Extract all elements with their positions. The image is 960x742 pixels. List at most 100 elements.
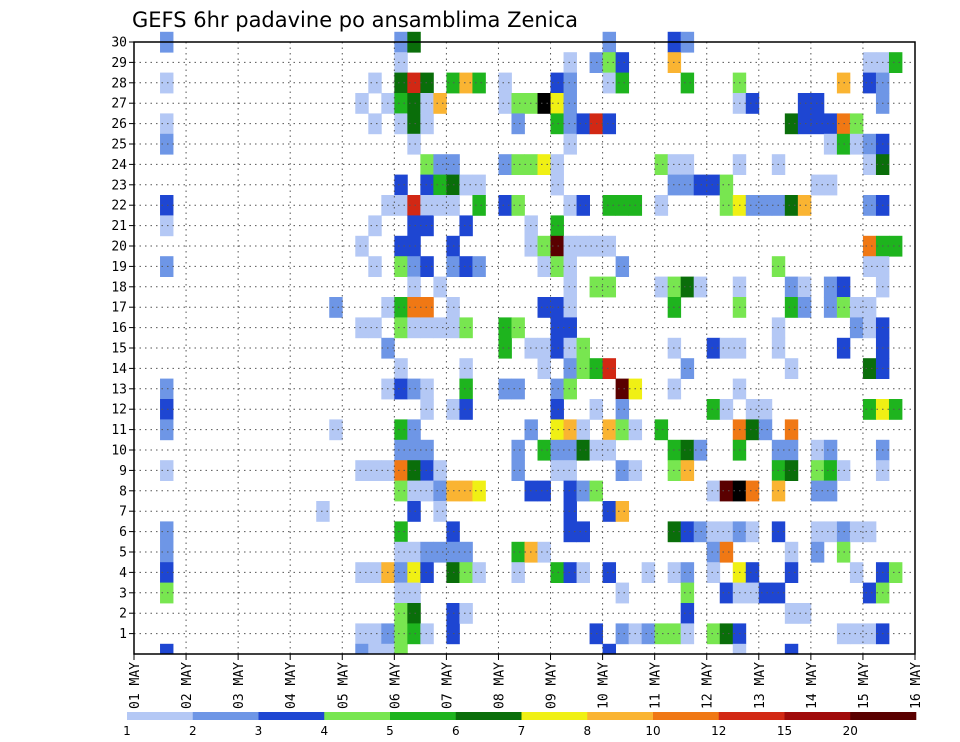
heatmap-cell [433,541,447,563]
heatmap-cell [745,195,760,216]
heatmap-cell [563,235,577,257]
heatmap-cell [498,93,512,114]
heatmap-cell [394,582,408,604]
heatmap-cell [550,93,564,114]
heatmap-cell [615,52,630,73]
colorbar-swatch [521,712,588,720]
colorbar-label: 1 [123,724,131,738]
heatmap-cell [420,297,434,318]
heatmap-cell [420,399,434,420]
y-tick-label: 15 [111,342,127,357]
heatmap-cell [407,480,421,502]
heatmap-cell [576,439,590,461]
heatmap-cell [888,562,903,583]
heatmap-cell [706,623,721,645]
heatmap-cell [433,460,447,481]
heatmap-cell [680,521,695,543]
heatmap-cell [459,541,473,563]
heatmap-cell [576,195,590,216]
heatmap-cell [784,113,799,135]
heatmap-cell [719,337,734,359]
heatmap-cell [498,337,512,359]
y-tick-label: 23 [111,178,127,193]
heatmap-cell [563,419,577,441]
heatmap-cell [563,562,577,583]
x-tick-label: 15 MAY [857,662,872,709]
heatmap-cell [368,215,382,237]
heatmap-cell [563,337,577,359]
heatmap-cell [407,195,421,216]
heatmap-cell [849,113,864,135]
heatmap-cell [862,521,877,543]
heatmap-cell [420,460,434,481]
heatmap-cell [563,52,577,73]
heatmap-cell [433,276,447,298]
heatmap-cell [407,603,421,624]
heatmap-cell [888,235,903,257]
heatmap-cell [693,174,708,196]
heatmap-cell [537,541,551,563]
heatmap-cell [160,541,174,563]
x-tick-label: 05 MAY [336,662,351,709]
heatmap-cell [160,419,174,441]
heatmap-cell [355,235,369,257]
heatmap-cell [680,72,695,94]
heatmap-cell [537,93,551,114]
heatmap-cell [563,501,577,522]
heatmap-cell [602,643,617,655]
heatmap-cell [563,480,577,502]
heatmap-cell [407,317,421,339]
heatmap-cell [420,317,434,339]
heatmap-cell [862,235,877,257]
heatmap-cell [329,297,343,318]
heatmap-cell [680,358,695,379]
heatmap-cell [654,276,669,298]
heatmap-cell [459,174,473,196]
y-tick-label: 17 [111,301,127,316]
heatmap-cell [862,195,877,216]
heatmap-cell [719,623,734,645]
y-tick-label: 18 [111,280,127,295]
heatmap-cell [706,480,721,502]
heatmap-cell [355,460,369,481]
heatmap-cell [680,603,695,624]
y-tick-label: 8 [119,484,127,499]
heatmap-cell [160,133,174,155]
colorbar-swatch [587,712,654,720]
heatmap-cell [706,521,721,543]
heatmap-cell [810,113,825,135]
heatmap-cell [472,174,486,196]
y-tick-label: 11 [111,423,127,438]
heatmap-cell [550,378,564,400]
heatmap-cell [472,562,486,583]
heatmap-cell [511,317,525,339]
heatmap-cell [433,501,447,522]
y-axis: 1234567891011121314151617181920212223242… [111,36,134,642]
heatmap-cell [602,358,617,379]
colorbar-swatch [324,712,391,720]
x-tick-label: 03 MAY [232,662,247,709]
heatmap-cell [394,378,408,400]
x-tick-label: 06 MAY [388,662,403,709]
y-tick-label: 14 [111,362,127,377]
colorbar-label: 15 [777,724,792,738]
heatmap-cell [862,358,877,379]
heatmap-cell [160,521,174,543]
heatmap-cell [407,93,421,114]
y-tick-label: 28 [111,76,127,91]
heatmap-cell [810,93,825,114]
heatmap-cell [784,460,799,481]
heatmap-cell [550,235,564,257]
heatmap-cell [394,541,408,563]
x-tick-label: 12 MAY [701,662,716,709]
heatmap-cell [654,154,669,175]
heatmap-cell [459,72,473,94]
heatmap-cell [602,235,617,257]
heatmap-cell [407,501,421,522]
heatmap-cell [862,256,877,277]
heatmap-cell [745,93,760,114]
y-tick-label: 20 [111,240,127,255]
heatmap-cell [459,378,473,400]
cells-layer [160,31,903,655]
heatmap-cell [394,174,408,196]
